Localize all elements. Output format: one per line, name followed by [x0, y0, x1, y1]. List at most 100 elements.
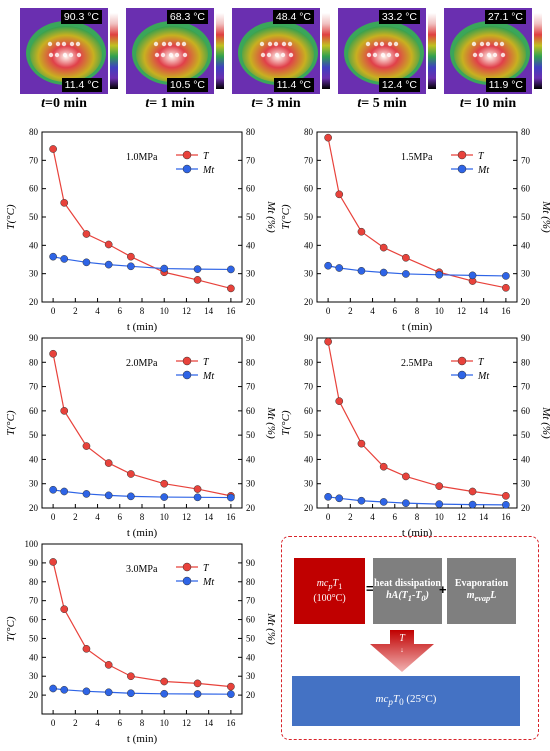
thermal-speck — [500, 52, 506, 58]
time-eq: = — [45, 96, 54, 111]
x-tick-label: 0 — [51, 512, 56, 522]
y-tick-label: 30 — [29, 479, 39, 489]
y2-tick-label: 50 — [246, 430, 256, 440]
time-label: t= 5 min — [332, 96, 432, 112]
data-point-t — [227, 284, 235, 293]
data-point-mt — [127, 262, 135, 271]
box2-expr-b: -T — [411, 589, 422, 601]
time-symbol: t — [357, 96, 362, 111]
data-point-t — [502, 492, 510, 500]
x-tick-label: 10 — [435, 512, 445, 522]
data-point-mt — [193, 493, 202, 502]
min-temp-badge: 11.4 °C — [273, 78, 314, 92]
thermal-speck — [62, 52, 68, 58]
thermal-speck — [280, 52, 286, 58]
data-point-t — [82, 644, 91, 653]
y-tick-label: 20 — [304, 297, 314, 307]
y2-tick-label: 30 — [246, 479, 256, 489]
x-axis-label: t (min) — [127, 321, 158, 333]
box1-mc: mc — [316, 577, 329, 589]
y2-tick-label: 40 — [521, 240, 531, 250]
pressure-annotation: 1.0MPa — [126, 152, 158, 163]
time-value: 5 min — [369, 96, 407, 111]
time-eq: = — [149, 96, 158, 111]
y-tick-label: 70 — [29, 155, 39, 165]
thermal-speck — [373, 41, 379, 47]
data-point-mt — [335, 264, 344, 272]
y2-tick-label: 60 — [246, 406, 256, 416]
y2-tick-label: 40 — [246, 240, 256, 250]
data-point-mt — [227, 690, 235, 699]
thermal-speck — [393, 41, 399, 47]
thermal-speck — [267, 41, 273, 47]
legend-marker — [457, 370, 467, 380]
legend-marker — [182, 370, 192, 380]
x-tick-label: 16 — [226, 512, 236, 522]
thermal-speck — [281, 41, 287, 47]
thermal-speck — [153, 41, 159, 47]
y2-axis-label: Mt (%) — [540, 200, 550, 233]
thermal-speck — [365, 41, 371, 47]
max-temp-badge: 68.3 °C — [166, 10, 208, 24]
y2-tick-label: 30 — [246, 269, 256, 279]
thermal-speck — [47, 41, 53, 47]
data-point-t — [49, 349, 57, 358]
x-axis-label: t (min) — [127, 733, 158, 745]
data-point-t — [82, 442, 91, 450]
y2-axis-label: Mt (%) — [265, 612, 275, 645]
data-point-mt — [82, 490, 91, 498]
time-symbol: t — [251, 96, 256, 111]
data-point-mt — [357, 496, 366, 505]
time-symbol: t — [145, 96, 150, 111]
thermal-speck — [485, 41, 491, 47]
data-point-t — [379, 462, 388, 471]
y2-tick-label: 30 — [246, 671, 256, 681]
legend-label: T — [203, 357, 210, 368]
y2-tick-label: 80 — [246, 357, 256, 367]
thermal-speck — [61, 41, 67, 47]
y2-tick-label: 60 — [246, 615, 256, 625]
thermal-speck — [387, 41, 393, 47]
data-point-t — [127, 252, 135, 261]
y2-tick-label: 90 — [246, 333, 256, 343]
legend-label: Mt — [202, 577, 214, 588]
color-scale-bar — [110, 13, 118, 89]
y-tick-label: 50 — [29, 212, 39, 222]
thermal-speck — [161, 41, 167, 47]
data-point-mt — [60, 487, 69, 496]
x-tick-label: 16 — [501, 306, 511, 316]
series-line-t — [52, 148, 232, 289]
legend-label: Mt — [202, 371, 214, 382]
x-tick-label: 10 — [160, 718, 170, 728]
legend-marker — [457, 164, 467, 174]
thermal-speck — [167, 41, 173, 47]
data-point-t — [402, 253, 410, 262]
color-scale-bar — [534, 13, 542, 89]
y2-tick-label: 20 — [246, 297, 256, 307]
thermal-speck — [471, 41, 477, 47]
box2-expr-c: ) — [425, 589, 429, 601]
min-temp-badge: 12.4 °C — [378, 78, 420, 92]
arrow-t: T — [399, 633, 405, 644]
time-eq: = — [463, 96, 472, 111]
series-line-t — [52, 353, 232, 497]
data-point-t — [49, 558, 57, 566]
legend-label: T — [478, 357, 485, 368]
y2-tick-label: 50 — [246, 633, 256, 643]
legend-label: T — [203, 151, 210, 162]
y2-tick-label: 30 — [521, 479, 531, 489]
data-point-t — [357, 439, 366, 448]
time-value: 10 min — [471, 96, 517, 111]
thermal-speck — [160, 52, 166, 58]
data-point-mt — [193, 265, 202, 273]
data-point-mt — [227, 265, 235, 274]
thermal-speck — [76, 52, 82, 58]
thermal-speck — [154, 52, 160, 58]
data-point-t — [335, 397, 344, 405]
time-label: t= 3 min — [226, 96, 326, 112]
x-tick-label: 0 — [51, 306, 56, 316]
thermal-speck — [288, 52, 294, 58]
y-tick-label: 30 — [304, 269, 314, 279]
evaporation-box: Evaporation mevapL — [447, 558, 516, 624]
color-scale-bar — [428, 13, 436, 89]
